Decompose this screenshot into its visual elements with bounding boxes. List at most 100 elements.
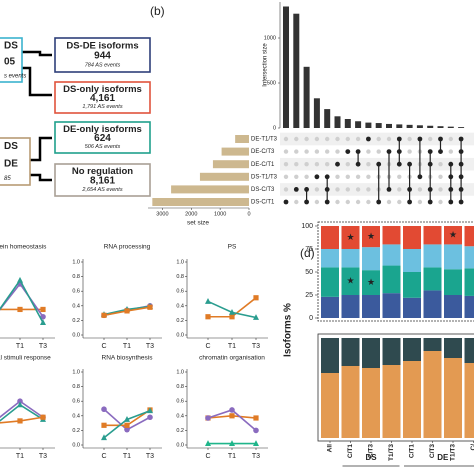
arrow <box>24 173 52 182</box>
y-tick-label: 0.8 <box>176 384 184 390</box>
y-tick-label: 0.0 <box>176 332 184 338</box>
bar-segment <box>321 373 339 438</box>
matrix-dot-empty <box>407 136 412 142</box>
panel-label: (b) <box>150 4 165 18</box>
set-label: DE-C/T3 <box>251 149 275 155</box>
y-tick-label: 0.2 <box>72 428 80 434</box>
marker <box>101 434 107 441</box>
bar-segment <box>382 338 401 365</box>
bar-segment <box>423 244 442 268</box>
set-size-bar <box>152 198 249 206</box>
x-tick-label: C <box>205 343 210 350</box>
bar <box>283 6 289 128</box>
matrix-dot-empty <box>335 149 340 154</box>
bar-segment <box>341 249 360 268</box>
matrix-dot-empty <box>438 162 443 167</box>
marker <box>205 440 211 446</box>
marker <box>40 313 46 320</box>
set-label: DS-T1/T3 <box>251 174 278 180</box>
x-tick-label: All <box>327 444 334 453</box>
marker <box>229 440 235 446</box>
x-tick-label: T1 <box>16 343 24 350</box>
matrix-dot-empty <box>335 174 340 179</box>
marker <box>229 308 235 315</box>
bar-segment <box>321 249 339 268</box>
set-size-bar <box>212 160 249 169</box>
matrix-dot-empty <box>345 187 350 192</box>
bar <box>427 125 434 128</box>
matrix-dot-empty <box>355 187 361 192</box>
line <box>207 409 257 432</box>
matrix-dot-empty <box>438 174 443 179</box>
matrix-dot-empty <box>283 174 289 179</box>
set-tick-label: 3000 <box>156 211 168 217</box>
significance-star: ★ <box>367 231 375 241</box>
y-tick-label: 1.0 <box>176 259 184 265</box>
matrix-dot <box>376 199 382 205</box>
set-size-bar <box>221 147 249 156</box>
matrix-dot <box>417 136 423 142</box>
significance-star: ★ <box>346 232 354 242</box>
bar <box>365 122 372 128</box>
node-text: 624 <box>94 133 111 144</box>
matrix-dot <box>304 199 309 205</box>
node-text: DS <box>4 41 18 52</box>
node-text: No regulation <box>72 166 133 177</box>
bar-segment <box>444 269 462 295</box>
x-tick-label: T1 <box>123 343 131 350</box>
bar-segment <box>444 338 462 358</box>
set-tick-label: 0 <box>247 211 250 217</box>
marker <box>253 314 259 320</box>
y-tick-label: 0 <box>273 125 276 131</box>
marker <box>147 407 153 414</box>
matrix-dot <box>448 174 454 180</box>
matrix-dot-empty <box>345 136 350 142</box>
x-tick-label: C <box>101 453 106 460</box>
matrix-dot <box>396 161 402 167</box>
matrix-dot <box>376 161 382 167</box>
node-text: 506 AS events <box>85 144 121 150</box>
matrix-dot <box>458 136 464 142</box>
node-text: 784 AS events <box>85 62 121 68</box>
set-tick-label: 2000 <box>185 211 197 217</box>
marker <box>17 418 23 424</box>
set-axis-title: set size <box>187 220 209 227</box>
marker <box>40 414 46 420</box>
matrix-dot-empty <box>325 136 330 142</box>
bar-segment <box>464 338 474 363</box>
matrix-dot-empty <box>397 187 402 192</box>
matrix-dot-empty <box>366 187 371 192</box>
matrix-dot <box>355 161 361 167</box>
y-tick-label: 1.0 <box>176 369 184 375</box>
matrix-dot-empty <box>376 149 381 154</box>
matrix-dot-empty <box>304 162 309 167</box>
y-tick-label: 0.4 <box>72 303 80 309</box>
matrix-dot <box>386 187 392 192</box>
marker <box>147 304 153 310</box>
matrix-dot-empty <box>335 199 340 205</box>
plot-frame <box>317 221 474 322</box>
y-tick-label: 0.0 <box>176 442 184 448</box>
matrix-dot <box>324 174 330 180</box>
set-size-bar <box>199 172 249 181</box>
y-tick-label: 50 <box>305 269 313 276</box>
matrix-dot-empty <box>283 187 289 192</box>
set-size-bar <box>235 135 249 143</box>
matrix-dot-empty <box>345 174 350 179</box>
y-tick-label: 0.8 <box>72 384 80 390</box>
marker <box>253 415 259 421</box>
matrix-dot-empty <box>335 187 340 192</box>
matrix-dot <box>458 161 464 167</box>
node-box <box>54 163 151 197</box>
matrix-dot-empty <box>314 149 320 154</box>
bar-segment <box>423 338 442 351</box>
group-label: DE <box>437 453 449 462</box>
marker <box>205 415 211 421</box>
bar-segment <box>341 295 360 318</box>
marker <box>17 401 23 408</box>
node-text: DS-DE isoforms <box>66 41 138 52</box>
marker <box>205 314 211 320</box>
matrix-dot <box>448 187 454 192</box>
bar <box>447 126 454 128</box>
matrix-dot-empty <box>386 199 392 205</box>
